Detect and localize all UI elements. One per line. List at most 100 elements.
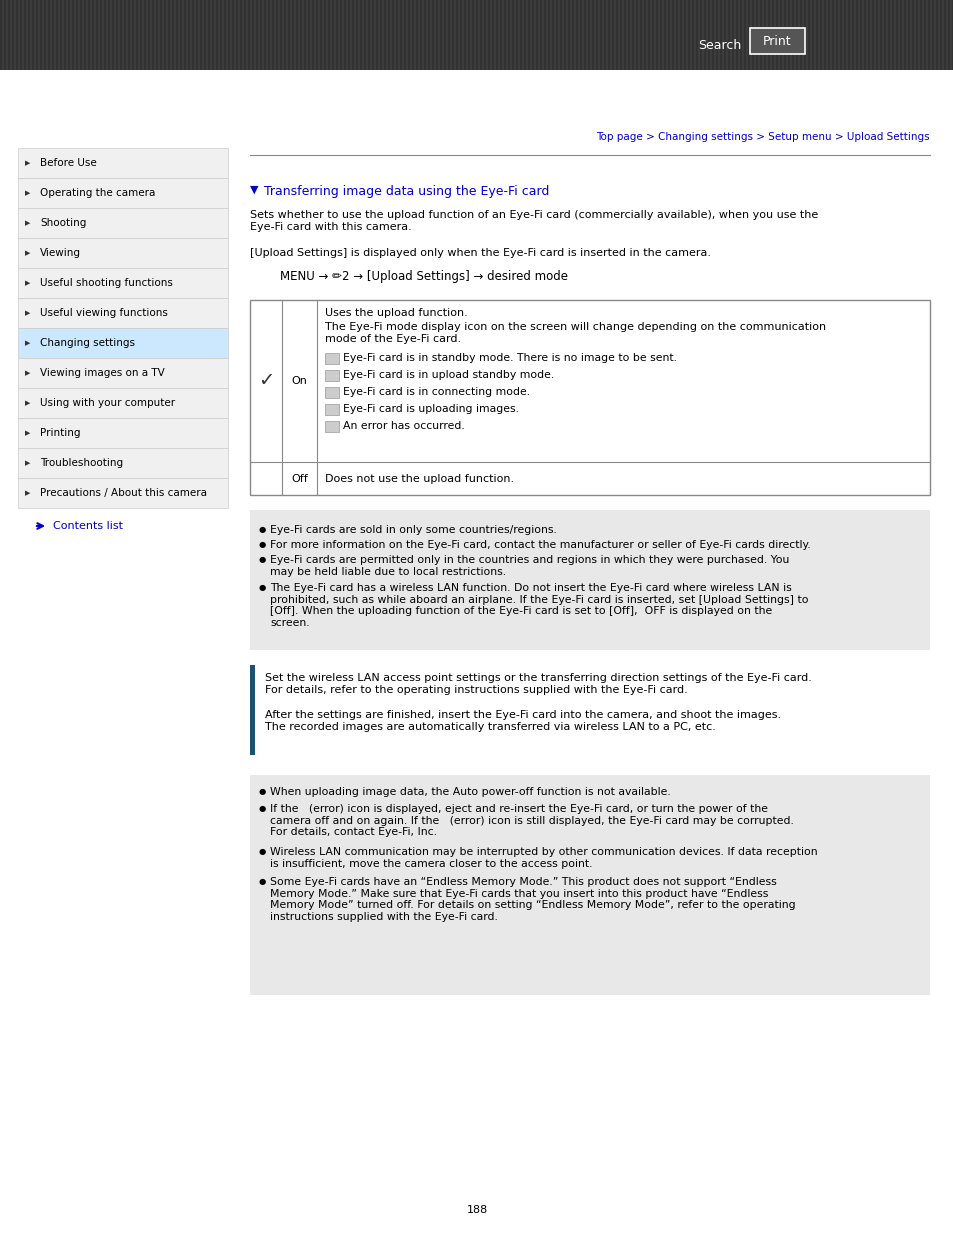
Text: If the   (error) icon is displayed, eject and re-insert the Eye-Fi card, or turn: If the (error) icon is displayed, eject … — [270, 804, 793, 837]
Bar — [499, 0, 501, 70]
Bar — [747, 0, 749, 70]
Bar — [308, 0, 310, 70]
Bar — [443, 0, 446, 70]
Bar — [18, 238, 228, 268]
Text: Wireless LAN communication may be interrupted by other communication devices. If: Wireless LAN communication may be interr… — [270, 847, 817, 868]
Bar — [272, 0, 274, 70]
Bar — [108, 0, 110, 70]
Text: An error has occurred.: An error has occurred. — [343, 421, 464, 431]
Bar — [284, 0, 286, 70]
Bar — [527, 0, 530, 70]
Bar — [851, 0, 853, 70]
Bar — [448, 0, 450, 70]
Bar — [867, 0, 869, 70]
Bar — [232, 0, 233, 70]
Bar — [603, 0, 605, 70]
Bar — [18, 448, 228, 478]
Text: Useful viewing functions: Useful viewing functions — [40, 308, 168, 317]
Bar — [140, 0, 142, 70]
Bar — [64, 0, 66, 70]
Bar — [395, 0, 397, 70]
Bar — [104, 0, 106, 70]
Bar — [751, 0, 753, 70]
Bar — [835, 0, 837, 70]
Bar — [720, 0, 721, 70]
Bar — [4, 0, 6, 70]
Text: Uses the upload function.: Uses the upload function. — [325, 308, 467, 317]
Bar — [224, 0, 226, 70]
Bar — [324, 0, 326, 70]
Bar — [372, 0, 374, 70]
Bar — [325, 353, 338, 364]
Bar — [76, 0, 78, 70]
Text: Changing settings: Changing settings — [40, 338, 135, 348]
Bar — [36, 0, 38, 70]
Bar — [911, 0, 913, 70]
Text: Eye-Fi card is in standby mode. There is no image to be sent.: Eye-Fi card is in standby mode. There is… — [343, 353, 677, 363]
Bar — [767, 0, 769, 70]
Text: ▶: ▶ — [26, 490, 30, 496]
Text: Off: Off — [291, 473, 308, 483]
Bar — [463, 0, 465, 70]
Text: Search: Search — [698, 38, 740, 52]
Bar — [352, 0, 354, 70]
Bar — [96, 0, 98, 70]
Bar — [696, 0, 698, 70]
Bar — [599, 0, 601, 70]
Bar — [691, 0, 693, 70]
Bar — [919, 0, 921, 70]
Bar — [71, 0, 74, 70]
Bar — [250, 664, 254, 755]
Bar — [164, 0, 166, 70]
Bar — [795, 0, 797, 70]
Text: ▶: ▶ — [26, 249, 30, 256]
Bar — [0, 0, 953, 70]
Text: ▶: ▶ — [26, 370, 30, 375]
Bar — [116, 0, 118, 70]
Bar — [612, 0, 614, 70]
Text: ●: ● — [258, 525, 265, 534]
Bar — [800, 0, 801, 70]
Text: ▼: ▼ — [250, 185, 262, 195]
Bar — [423, 0, 426, 70]
Text: ✓: ✓ — [257, 372, 274, 390]
Bar — [519, 0, 521, 70]
Bar — [132, 0, 133, 70]
Text: Eye-Fi cards are permitted only in the countries and regions in which they were : Eye-Fi cards are permitted only in the c… — [270, 555, 788, 577]
Bar — [348, 0, 350, 70]
Bar — [915, 0, 917, 70]
Bar — [172, 0, 173, 70]
Bar — [200, 0, 202, 70]
Text: Troubleshooting: Troubleshooting — [40, 458, 123, 468]
Text: Set the wireless LAN access point settings or the transferring direction setting: Set the wireless LAN access point settin… — [265, 673, 811, 694]
Bar — [212, 0, 213, 70]
Bar — [240, 0, 242, 70]
Text: For more information on the Eye-Fi card, contact the manufacturer or seller of E: For more information on the Eye-Fi card,… — [270, 540, 810, 550]
Bar — [16, 0, 18, 70]
Bar — [775, 0, 778, 70]
Bar — [731, 0, 733, 70]
Bar — [859, 0, 862, 70]
Bar — [18, 178, 228, 207]
Text: ●: ● — [258, 804, 265, 813]
Bar — [840, 0, 841, 70]
Bar — [328, 0, 330, 70]
Bar — [523, 0, 525, 70]
Bar — [18, 268, 228, 298]
Bar — [392, 0, 394, 70]
Bar — [419, 0, 421, 70]
Text: Print: Print — [761, 35, 790, 47]
Bar — [188, 0, 190, 70]
Text: Viewing: Viewing — [40, 248, 81, 258]
Bar — [32, 0, 34, 70]
Bar — [112, 0, 113, 70]
Bar — [552, 0, 554, 70]
Bar — [468, 0, 470, 70]
Bar — [260, 0, 262, 70]
Bar — [727, 0, 729, 70]
Bar — [379, 0, 381, 70]
Bar — [359, 0, 361, 70]
Text: ▶: ▶ — [26, 220, 30, 226]
Bar — [144, 0, 146, 70]
Bar — [215, 0, 218, 70]
